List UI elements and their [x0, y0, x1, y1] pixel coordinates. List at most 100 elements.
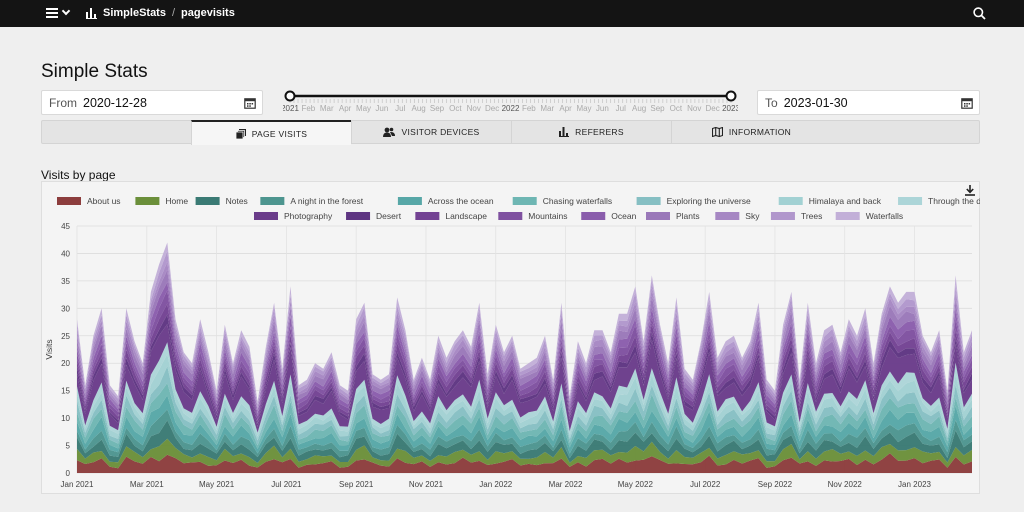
slider-label: Jun	[596, 104, 609, 113]
slider-label: Dec	[485, 104, 499, 113]
legend-swatch	[254, 212, 278, 220]
area-series-chasing-waterfalls[interactable]	[77, 383, 972, 449]
x-tick-label: Nov 2021	[409, 480, 444, 489]
y-tick-label: 15	[61, 387, 70, 396]
slider-start-handle[interactable]	[284, 90, 296, 102]
legend-item[interactable]: Sky	[715, 211, 760, 221]
area-series-home[interactable]	[77, 438, 972, 469]
slider-label: Jul	[395, 104, 405, 113]
legend-label: Desert	[376, 211, 402, 221]
from-date-field[interactable]: From 2020-12-28	[41, 90, 263, 115]
tab-referers[interactable]: REFERERS	[511, 120, 671, 144]
legend-item[interactable]: A night in the forest	[260, 196, 364, 206]
legend-label: A night in the forest	[290, 196, 363, 206]
legend-swatch	[581, 212, 606, 220]
area-series-landscape[interactable]	[77, 303, 972, 424]
hamburger-icon[interactable]	[44, 5, 74, 23]
bar-chart-icon	[86, 7, 97, 19]
legend-swatch	[195, 197, 220, 205]
area-series-through-the-desert[interactable]	[77, 342, 972, 437]
y-tick-label: 20	[61, 359, 70, 368]
slider-label: Mar	[320, 104, 334, 113]
date-range-slider[interactable]: 2021 Feb Mar Apr May Jun Jul Aug Sep Oct Nov Dec 202…	[283, 88, 738, 114]
chevron-down-icon	[61, 6, 71, 16]
area-series-exploring-the-universe[interactable]	[77, 366, 972, 446]
legend-swatch	[57, 197, 81, 205]
legend-item[interactable]: Landscape	[415, 211, 487, 221]
app-name-link[interactable]: SimpleStats	[103, 7, 166, 19]
tab-information[interactable]: INFORMATION	[671, 120, 831, 144]
legend-label: Exploring the universe	[667, 196, 751, 206]
legend-label: Himalaya and back	[809, 196, 882, 206]
download-icon[interactable]	[964, 184, 976, 196]
legend-item[interactable]: Chasing waterfalls	[512, 196, 612, 206]
x-tick-label: Jan 2022	[479, 480, 512, 489]
tab-page-visits[interactable]: PAGE VISITS	[191, 120, 351, 145]
area-series-photography[interactable]	[77, 324, 972, 433]
y-tick-label: 40	[61, 249, 70, 258]
slider-label: May	[576, 104, 591, 113]
page-title: Simple Stats	[41, 61, 148, 82]
to-date-field[interactable]: To 2023-01-30	[757, 90, 980, 115]
legend-item[interactable]: Through the desert	[898, 196, 980, 206]
legend-label: Landscape	[445, 211, 487, 221]
slider-label: Mar	[540, 104, 554, 113]
search-icon[interactable]	[973, 7, 986, 20]
legend-swatch	[778, 197, 803, 205]
legend-label: Waterfalls	[866, 211, 903, 221]
legend-label: Ocean	[611, 211, 636, 221]
slider-label: 2023	[722, 104, 738, 113]
legend-swatch	[498, 212, 523, 220]
y-tick-label: 45	[61, 222, 70, 231]
breadcrumb-separator: /	[171, 7, 176, 19]
legend-swatch	[646, 212, 670, 220]
tab-visitor-devices[interactable]: VISITOR DEVICES	[351, 120, 511, 144]
legend-item[interactable]: Notes	[195, 196, 248, 206]
area-series-across-the-ocean[interactable]	[77, 395, 972, 454]
tab-bar: PAGE VISITS VISITOR DEVICES REFERERS INF…	[41, 120, 980, 145]
legend-label: Mountains	[528, 211, 567, 221]
legend-item[interactable]: About us	[57, 196, 121, 206]
legend-swatch	[260, 197, 285, 205]
legend-item[interactable]: Mountains	[498, 211, 568, 221]
slider-label: Jun	[375, 104, 388, 113]
legend-label: Plants	[676, 211, 700, 221]
area-series-mountains[interactable]	[77, 290, 972, 421]
slider-label: Apr	[559, 104, 572, 113]
legend-item[interactable]: Home	[135, 196, 188, 206]
legend-item[interactable]: Exploring the universe	[636, 196, 751, 206]
legend-item[interactable]: Across the ocean	[397, 196, 494, 206]
x-tick-label: May 2021	[199, 480, 235, 489]
legend-swatch	[770, 212, 795, 220]
area-series-a-night-in-the-forest[interactable]	[77, 409, 972, 459]
area-series-about-us[interactable]	[77, 453, 972, 473]
calendar-icon[interactable]	[961, 97, 973, 109]
area-series-himalaya-and-back[interactable]	[77, 354, 972, 441]
legend-item[interactable]: Plants	[646, 211, 700, 221]
x-tick-label: Jan 2021	[61, 480, 94, 489]
legend-item[interactable]: Photography	[254, 211, 333, 221]
legend-item[interactable]: Desert	[346, 211, 402, 221]
to-date-value[interactable]: 2023-01-30	[783, 95, 848, 110]
legend-swatch	[636, 197, 661, 205]
calendar-icon[interactable]	[244, 97, 256, 109]
visitors-icon	[383, 127, 396, 137]
y-tick-label: 25	[61, 332, 70, 341]
legend-swatch	[715, 212, 740, 220]
slider-label: Nov	[467, 104, 481, 113]
area-series-notes[interactable]	[77, 420, 972, 463]
from-date-value[interactable]: 2020-12-28	[83, 95, 147, 110]
legend-label: About us	[87, 196, 121, 206]
legend-label: Trees	[801, 211, 822, 221]
legend-label: Notes	[226, 196, 248, 206]
tab-label: REFERERS	[575, 127, 624, 137]
legend-item[interactable]: Himalaya and back	[778, 196, 882, 206]
legend-item[interactable]: Trees	[770, 211, 822, 221]
legend-item[interactable]: Waterfalls	[835, 211, 903, 221]
y-tick-label: 35	[61, 277, 70, 286]
slider-label: Jul	[616, 104, 626, 113]
legend-item[interactable]: Ocean	[581, 211, 637, 221]
slider-end-handle[interactable]	[725, 90, 737, 102]
slider-label: 2021	[283, 104, 299, 113]
slider-label: Feb	[522, 104, 536, 113]
